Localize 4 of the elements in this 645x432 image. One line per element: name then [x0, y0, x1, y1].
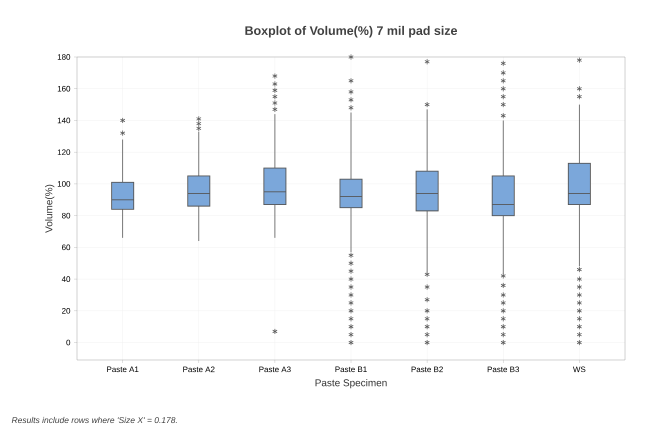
text: Results include rows where 'Size X' = 0.178.: [12, 416, 177, 424]
y-axis-title: Volume(%): [45, 184, 54, 233]
x-axis-title: Paste Specimen: [316, 379, 387, 388]
chart-title: Boxplot of Volume(%) 7 mil pad size: [245, 26, 458, 38]
